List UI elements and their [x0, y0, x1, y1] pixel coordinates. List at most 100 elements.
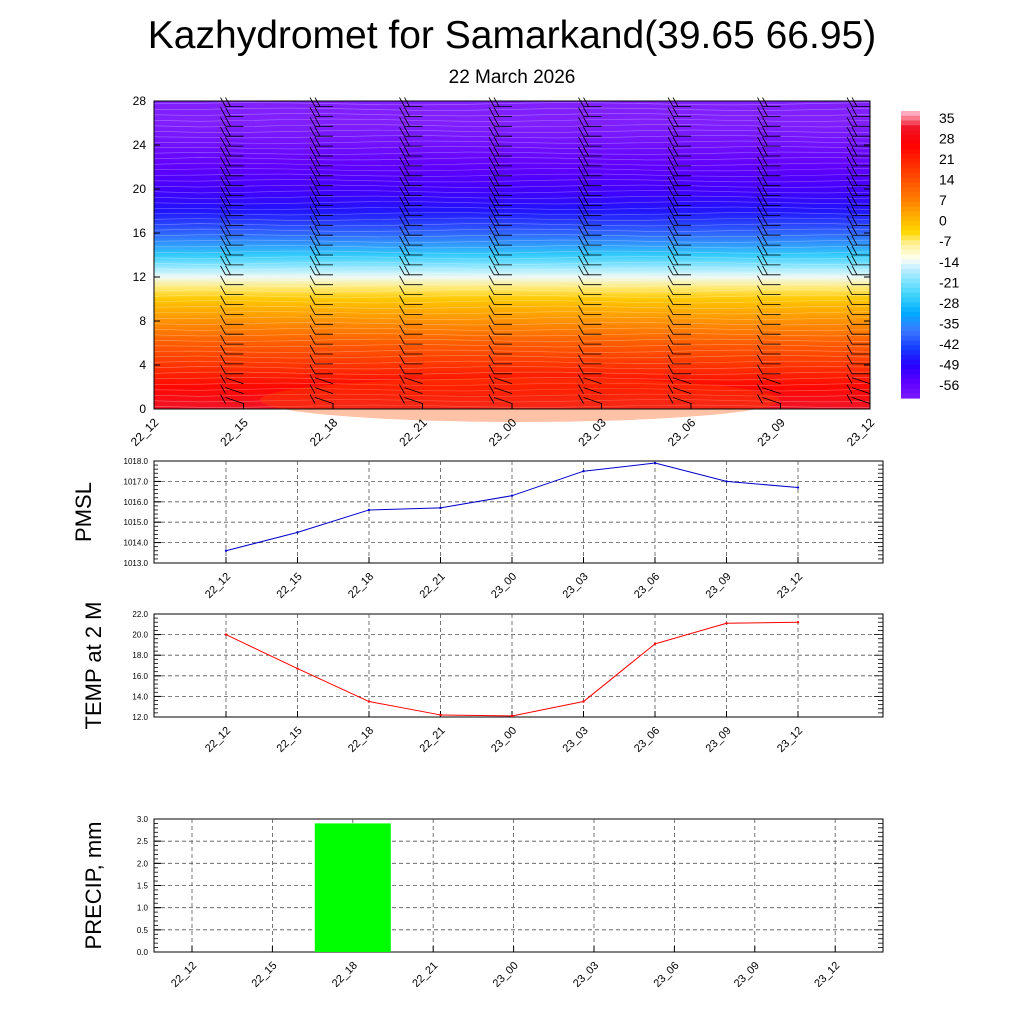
colorbar-swatch	[901, 302, 920, 308]
barb-staff	[314, 397, 334, 404]
wind-barb	[578, 235, 602, 246]
barb-feather	[667, 265, 674, 275]
barb-feather	[762, 206, 768, 216]
contour-line	[153, 179, 871, 183]
barb-feather	[757, 117, 763, 127]
barb-feather	[225, 196, 231, 206]
barb-feather	[399, 226, 405, 236]
barb-feather	[851, 136, 858, 147]
contour-line	[153, 316, 871, 320]
barb-feather	[757, 186, 763, 196]
wind-barb	[220, 186, 244, 197]
x-tick-label: 22_21	[418, 571, 448, 601]
temp-point	[296, 667, 299, 670]
temp-line-segment	[440, 714, 513, 717]
wind-barb	[667, 315, 691, 325]
wind-barb	[757, 394, 781, 404]
wind-barb	[220, 146, 244, 157]
wind-barb	[488, 394, 513, 404]
barb-feather	[225, 146, 231, 157]
barb-feather	[757, 166, 763, 176]
pmsl-point	[582, 470, 585, 473]
colorbar-swatch	[901, 192, 920, 198]
barb-feather	[583, 235, 589, 246]
contour-line	[153, 206, 871, 210]
barb-staff	[851, 387, 871, 394]
barb-feather	[762, 107, 768, 117]
barb-feather	[667, 384, 674, 394]
barb-feather	[757, 334, 763, 345]
wind-barb	[309, 206, 333, 216]
barb-staff	[404, 387, 423, 394]
wind-barb	[309, 315, 333, 325]
barb-feather	[846, 354, 853, 365]
barb-feather	[220, 146, 226, 157]
wind-barb	[488, 374, 513, 385]
barb-feather	[846, 176, 853, 186]
colorbar-swatch	[901, 206, 920, 213]
barb-feather	[314, 117, 321, 127]
barb-feather	[488, 374, 495, 384]
barb-feather	[220, 107, 226, 117]
colorbar-swatch	[901, 139, 920, 146]
wind-barb	[399, 394, 423, 404]
barb-feather	[309, 107, 316, 117]
wind-barb	[578, 374, 602, 385]
wind-barb	[757, 384, 781, 394]
wind-barb	[399, 315, 423, 325]
wind-barb	[399, 305, 423, 315]
barb-feather	[488, 97, 495, 107]
barb-feather	[578, 176, 584, 186]
wind-barb	[309, 196, 333, 206]
barb-feather	[757, 315, 763, 325]
colorbar-swatch	[901, 287, 920, 294]
wind-barb	[309, 216, 333, 226]
barb-feather	[578, 226, 584, 236]
contour-line	[153, 267, 870, 271]
wind-barb	[667, 176, 691, 187]
barb-feather	[309, 295, 316, 305]
wind-barb	[309, 305, 333, 315]
barb-feather	[220, 166, 226, 176]
barb-staff	[404, 377, 423, 385]
wind-barb	[399, 97, 423, 107]
y-tick-label: 2.5	[137, 837, 149, 846]
barb-feather	[583, 196, 589, 206]
barb-feather	[314, 156, 321, 167]
wind-barb	[220, 334, 244, 345]
colorbar-swatch	[901, 316, 920, 323]
wind-barb	[846, 344, 870, 355]
barb-feather	[493, 166, 500, 176]
barb-feather	[399, 176, 405, 186]
barb-feather	[493, 196, 500, 206]
barb-feather	[220, 275, 226, 285]
pmsl-line-segment	[440, 495, 513, 509]
wind-barb	[846, 354, 870, 365]
wind-barb	[309, 117, 333, 127]
wind-barb	[757, 186, 781, 197]
wind-barb	[220, 354, 244, 365]
wind-barb	[399, 127, 423, 137]
y-tick-label: 0	[139, 402, 146, 416]
contour-line	[153, 360, 871, 364]
y-tick-label: 12.0	[132, 713, 148, 722]
colorbar-swatch	[901, 216, 920, 222]
barb-feather	[667, 206, 674, 216]
wind-barb	[488, 325, 512, 335]
colorbar-swatch	[901, 307, 920, 313]
wind-barb	[399, 156, 423, 167]
temp-point	[367, 700, 371, 703]
wind-barb	[309, 295, 333, 305]
barb-feather	[667, 245, 674, 256]
barb-feather	[314, 107, 321, 117]
x-tick-label: 23_03	[571, 960, 601, 990]
wind-barbs	[220, 97, 871, 404]
barb-feather	[757, 146, 763, 157]
colorbar-swatch	[901, 225, 920, 232]
wind-barb	[667, 216, 691, 226]
barb-feather	[404, 136, 410, 147]
pmsl-line-segment	[583, 462, 656, 472]
wind-barb	[578, 117, 602, 127]
wind-barb	[220, 255, 244, 266]
colorbar-label: 28	[939, 131, 955, 147]
